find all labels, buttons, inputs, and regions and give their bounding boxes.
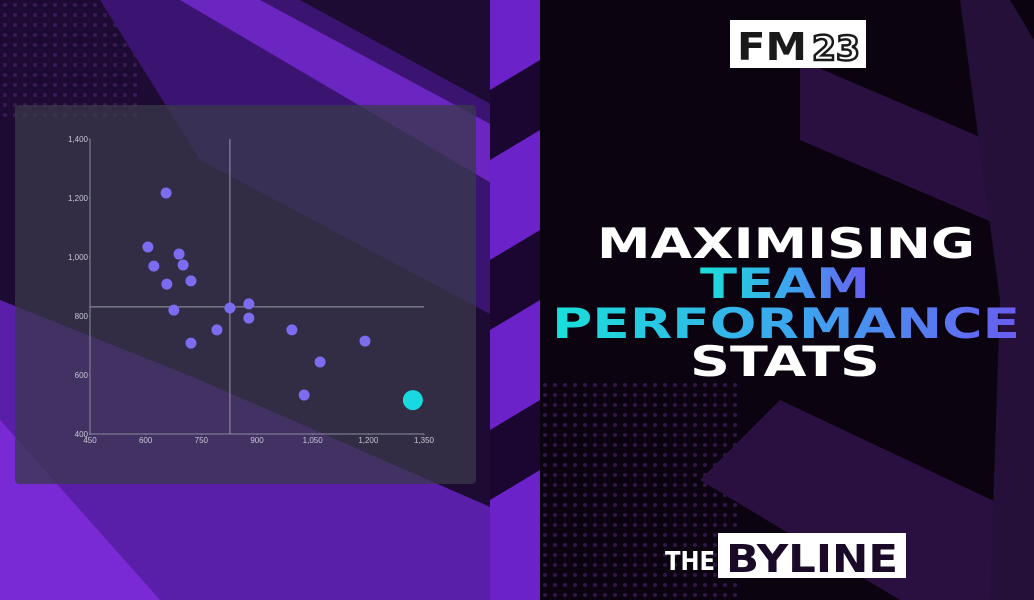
- scatter-point: [185, 275, 197, 287]
- x-tick-label: 600: [139, 436, 153, 445]
- scatter-point: [402, 390, 423, 411]
- y-tick-label: 1,000: [68, 253, 89, 262]
- scatter-point: [243, 298, 255, 310]
- fm-logo: FM 23: [730, 20, 866, 70]
- logo-brand: FM: [737, 25, 807, 69]
- scatter-point: [286, 324, 298, 336]
- y-tick-label: 400: [75, 430, 89, 439]
- byline-logo: THE BYLINE: [665, 533, 906, 581]
- scatter-point: [168, 304, 180, 316]
- y-tick-label: 800: [75, 312, 89, 321]
- scatter-chart: 400 600 800 1,000 1,200 1,400 450 600 750 900 1,05…: [68, 135, 435, 445]
- chart-panel: [15, 105, 476, 484]
- headline-line: PERFORMANCE: [552, 299, 1020, 348]
- y-tick-label: 1,200: [68, 194, 89, 203]
- byline-name: BYLINE: [726, 537, 898, 581]
- x-tick-label: 450: [83, 436, 97, 445]
- scatter-point: [173, 248, 185, 260]
- byline-prefix: THE: [665, 547, 715, 577]
- x-tick-label: 1,350: [414, 436, 435, 445]
- scatter-point: [298, 389, 310, 401]
- scatter-point: [314, 356, 326, 368]
- scatter-point: [161, 278, 173, 290]
- headline-line: TEAM: [700, 259, 870, 308]
- scatter-point: [160, 187, 172, 199]
- scatter-point: [148, 260, 160, 272]
- x-tick-label: 1,200: [358, 436, 379, 445]
- scatter-point: [224, 302, 236, 314]
- scatter-point: [177, 259, 189, 271]
- scatter-point: [243, 312, 255, 324]
- x-tick-label: 900: [250, 436, 264, 445]
- logo-edition: 23: [812, 29, 860, 69]
- x-tick-label: 750: [195, 436, 209, 445]
- x-tick-label: 1,050: [303, 436, 324, 445]
- headline-line: MAXIMISING: [597, 219, 975, 268]
- scatter-point: [359, 335, 371, 347]
- scatter-point: [142, 241, 154, 253]
- headline-line: STATS: [690, 337, 880, 386]
- y-tick-label: 1,400: [68, 135, 89, 144]
- y-tick-label: 600: [75, 371, 89, 380]
- scatter-point: [211, 324, 223, 336]
- scatter-point: [185, 337, 197, 349]
